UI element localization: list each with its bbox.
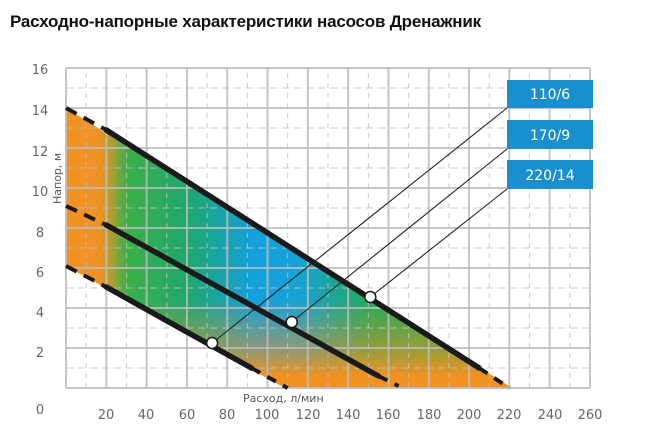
y-tick: 0 — [36, 403, 44, 418]
y-tick: 14 — [32, 104, 49, 119]
x-tick: 180 — [417, 408, 442, 423]
y-tick: 12 — [32, 145, 49, 160]
x-tick: 80 — [219, 408, 236, 423]
tag-170-9: 170/9 — [507, 120, 593, 149]
x-tick: 220 — [497, 408, 522, 423]
y-tick: 10 — [32, 185, 49, 200]
x-tick: 240 — [538, 408, 563, 423]
tag-220-14: 220/14 — [507, 160, 593, 189]
y-tick: 2 — [36, 346, 44, 361]
y-tick: 16 — [32, 63, 49, 78]
y-tick: 8 — [36, 226, 44, 241]
x-tick: 140 — [336, 408, 361, 423]
x-tick: 200 — [457, 408, 482, 423]
x-tick: 120 — [296, 408, 321, 423]
x-tick: 20 — [98, 408, 115, 423]
y-axis-ticks: 0 2 4 6 8 10 12 14 16 — [32, 63, 49, 418]
tag-label-220-14: 220/14 — [525, 168, 574, 184]
callout-leaders — [205, 107, 508, 350]
x-axis-ticks: 20 40 60 80 100 120 140 160 180 200 220 … — [98, 408, 603, 423]
x-axis-label: Расход, л/мин — [243, 392, 324, 405]
chart-title: Расходно-напорные характеристики насосов… — [10, 12, 481, 31]
y-axis-label: Напор, м — [51, 153, 64, 204]
x-tick: 60 — [179, 408, 196, 423]
tag-label-110-6: 110/6 — [530, 87, 570, 103]
tag-label-170-9: 170/9 — [530, 128, 570, 144]
y-tick: 4 — [36, 306, 44, 321]
x-tick: 100 — [255, 408, 280, 423]
x-tick: 40 — [138, 408, 155, 423]
x-tick: 160 — [376, 408, 401, 423]
x-tick: 260 — [578, 408, 603, 423]
pump-curves — [65, 106, 511, 390]
tag-110-6: 110/6 — [507, 80, 593, 108]
chart-grid — [65, 67, 591, 389]
y-tick: 6 — [36, 266, 44, 281]
